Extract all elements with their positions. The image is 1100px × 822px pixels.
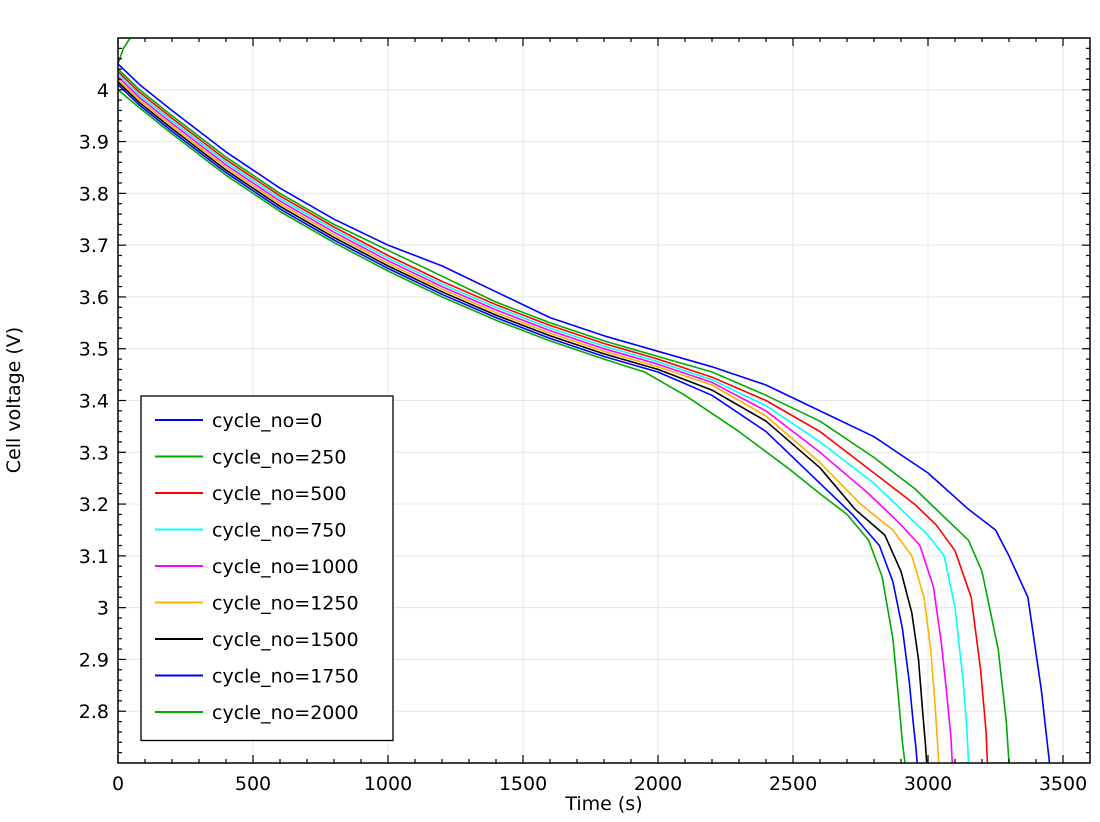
legend-label: cycle_no=1500 <box>212 629 359 651</box>
x-tick-label: 3500 <box>1039 773 1087 795</box>
plot-layer <box>118 38 1051 763</box>
legend-label: cycle_no=500 <box>212 483 346 505</box>
series-line-0 <box>118 63 1051 763</box>
y-tick-label: 3.8 <box>79 183 109 205</box>
series-line-8 <box>118 89 906 763</box>
legend-label: cycle_no=1250 <box>212 593 359 615</box>
series-line-1 <box>118 68 1010 763</box>
y-tick-label: 3.3 <box>79 442 109 464</box>
y-tick-label: 2.9 <box>79 649 109 671</box>
y-tick-label: 4 <box>97 80 109 102</box>
legend-label: cycle_no=750 <box>212 520 346 542</box>
series-line-extra <box>118 38 131 65</box>
y-tick-label: 3.7 <box>79 235 109 257</box>
x-tick-label: 0 <box>112 773 124 795</box>
y-tick-label: 3.9 <box>79 132 109 154</box>
y-tick-label: 3 <box>97 598 109 620</box>
y-tick-label: 3.1 <box>79 546 109 568</box>
legend-label: cycle_no=1000 <box>212 556 359 578</box>
series-line-2 <box>118 71 989 763</box>
legend-label: cycle_no=1750 <box>212 666 359 688</box>
x-tick-label: 500 <box>235 773 271 795</box>
x-tick-label: 2000 <box>634 773 682 795</box>
series-line-5 <box>118 78 940 763</box>
tick-layer: 0 500 1000 1500 2000 2500 3000 3500 2.8 2.9 3 3.1 3.… <box>79 38 1090 795</box>
legend-box <box>140 395 394 742</box>
legend-label: cycle_no=0 <box>212 410 322 432</box>
y-tick-label: 2.8 <box>79 701 109 723</box>
legend-label: cycle_no=250 <box>212 447 346 469</box>
series-line-6 <box>118 81 928 763</box>
y-tick-label: 3.6 <box>79 287 109 309</box>
legend-label: cycle_no=2000 <box>212 702 359 724</box>
y-tick-label: 3.4 <box>79 391 109 413</box>
series-line-3 <box>118 73 970 763</box>
series-line-4 <box>118 76 954 763</box>
x-tick-label: 1500 <box>499 773 547 795</box>
x-tick-label: 3000 <box>904 773 952 795</box>
series-line-7 <box>118 84 918 763</box>
y-tick-label: 3.5 <box>79 339 109 361</box>
legend: cycle_no=0 cycle_no=250 cycle_no=500 cycle_… <box>140 395 394 742</box>
x-tick-label: 1000 <box>364 773 412 795</box>
x-axis-title: Time (s) <box>564 793 642 815</box>
y-axis-title: Cell voltage (V) <box>3 327 25 473</box>
x-tick-label: 2500 <box>769 773 817 795</box>
y-tick-label: 3.2 <box>79 494 109 516</box>
